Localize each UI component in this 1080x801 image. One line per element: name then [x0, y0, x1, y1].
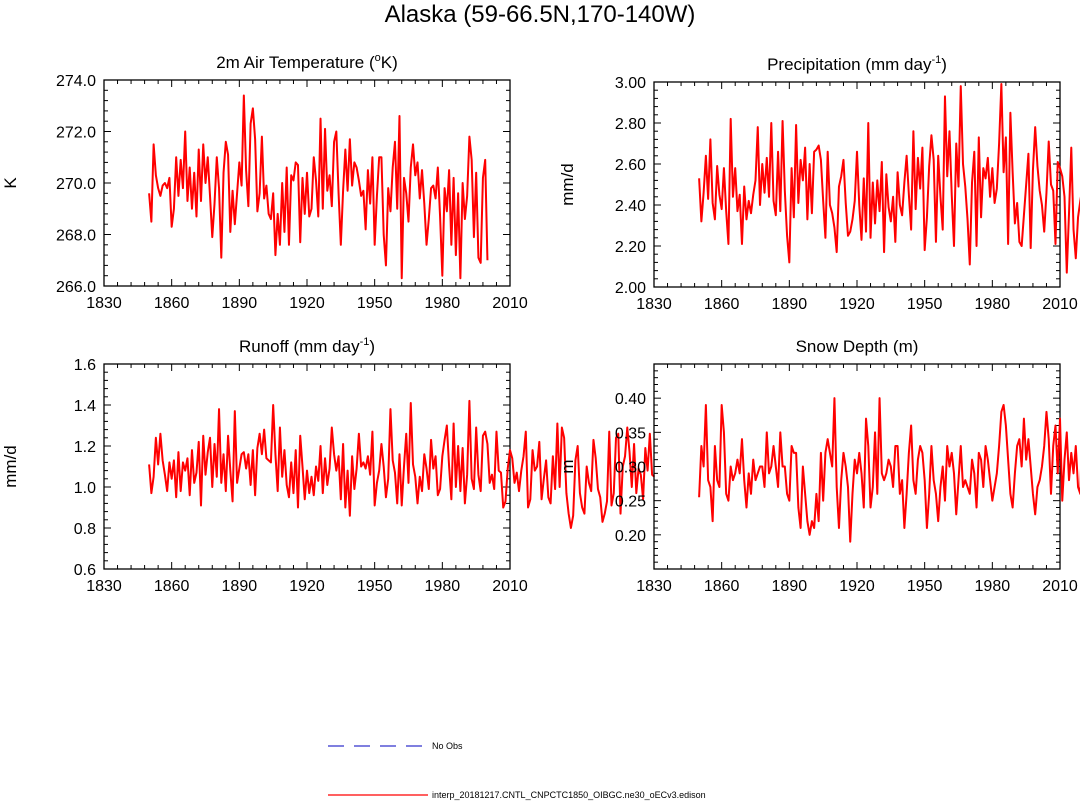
x-tick-label: 1920	[839, 578, 875, 595]
y-tick-label: 272.0	[56, 125, 96, 142]
x-tick-label: 1920	[289, 578, 325, 595]
x-tick-label: 1950	[357, 295, 393, 312]
panel-title: Runoff (mm day-1)	[239, 336, 375, 356]
x-tick-label: 1980	[425, 295, 461, 312]
series-line-1	[698, 397, 1080, 543]
y-tick-label: 274.0	[56, 73, 96, 90]
y-tick-label: 2.00	[615, 280, 646, 297]
y-tick-label: 0.8	[74, 521, 96, 538]
x-tick-label: 1920	[289, 295, 325, 312]
y-tick-label: 0.40	[615, 391, 646, 408]
x-tick-label: 1980	[975, 296, 1011, 313]
y-tick-label: 268.0	[56, 228, 96, 245]
legend-label-model: interp_20181217.CNTL_CNPCTC1850_OIBGC.ne…	[432, 790, 706, 800]
x-tick-label: 1920	[839, 296, 875, 313]
y-tick-label: 0.35	[615, 425, 646, 442]
y-tick-label: 0.6	[74, 562, 96, 579]
series-line-1	[698, 83, 1080, 274]
panel-title: Precipitation (mm day-1)	[767, 54, 947, 74]
panel-title-end: K)	[381, 53, 398, 72]
legend-label-no-obs: No Obs	[432, 741, 463, 751]
x-tick-label: 2010	[1042, 578, 1078, 595]
x-tick-label: 1980	[425, 578, 461, 595]
y-tick-label: 2.80	[615, 116, 646, 133]
panel-title-end: )	[941, 55, 947, 74]
legend: No Obs interp_20181217.CNTL_CNPCTC1850_O…	[328, 741, 706, 800]
x-tick-label: 1950	[907, 296, 943, 313]
x-tick-label: 1830	[636, 578, 672, 595]
x-tick-label: 1860	[704, 296, 740, 313]
x-tick-label: 1890	[222, 578, 258, 595]
panel-title-superscript: o	[375, 52, 381, 64]
y-axis-label: m	[558, 459, 577, 473]
y-tick-label: 0.30	[615, 460, 646, 477]
series-line-1	[148, 94, 489, 280]
x-tick-label: 1890	[772, 296, 808, 313]
x-tick-label: 1830	[86, 578, 122, 595]
y-tick-label: 3.00	[615, 75, 646, 92]
chart-panels: 2m Air Temperature (oK) K 1830 1860 1890 1920…	[1, 52, 1080, 595]
x-tick-label: 1860	[154, 578, 190, 595]
x-tick-label: 1860	[704, 578, 740, 595]
y-axis-label: K	[1, 177, 20, 189]
x-tick-label: 1890	[772, 578, 808, 595]
y-tick-label: 1.0	[74, 480, 96, 497]
chart-panel-4: Snow Depth (m) m 1830 1860 1890 1920 1950 1980 2…	[558, 337, 1080, 595]
y-tick-label: 266.0	[56, 279, 96, 296]
x-tick-label: 1950	[907, 578, 943, 595]
y-tick-label: 2.20	[615, 239, 646, 256]
panel-title: Snow Depth (m)	[796, 337, 919, 356]
y-tick-label: 1.4	[74, 398, 96, 415]
series-line-1	[148, 399, 656, 529]
y-axis-label: mm/d	[558, 163, 577, 206]
chart-panel-1: 2m Air Temperature (oK) K 1830 1860 1890 1920…	[1, 52, 528, 312]
x-tick-label: 1950	[357, 578, 393, 595]
x-tick-label: 1890	[222, 295, 258, 312]
y-tick-label: 2.40	[615, 198, 646, 215]
x-tick-label: 1830	[636, 296, 672, 313]
y-tick-label: 270.0	[56, 176, 96, 193]
x-tick-label: 1980	[975, 578, 1011, 595]
panel-title: 2m Air Temperature (oK)	[216, 52, 398, 72]
y-tick-label: 1.6	[74, 357, 96, 374]
panel-title-end: )	[369, 337, 375, 356]
figure-title: Alaska (59-66.5N,170-140W)	[385, 1, 696, 28]
x-tick-label: 1860	[154, 295, 190, 312]
y-tick-label: 0.25	[615, 494, 646, 511]
y-tick-label: 2.60	[615, 157, 646, 174]
plot-frame	[653, 81, 1061, 288]
y-tick-label: 0.20	[615, 528, 646, 545]
chart-panel-3: Runoff (mm day-1) mm/d 1830 1860 1890 1920 195…	[1, 336, 656, 595]
x-tick-label: 2010	[492, 578, 528, 595]
x-tick-label: 1830	[86, 295, 122, 312]
x-tick-label: 2010	[492, 295, 528, 312]
panel-title-superscript: -1	[360, 336, 370, 348]
chart-panel-2: Precipitation (mm day-1) mm/d 1830 1860 1890…	[558, 54, 1080, 313]
y-tick-label: 1.2	[74, 439, 96, 456]
x-tick-label: 2010	[1042, 296, 1078, 313]
panel-title-superscript: -1	[931, 54, 941, 66]
y-axis-label: mm/d	[1, 445, 20, 488]
